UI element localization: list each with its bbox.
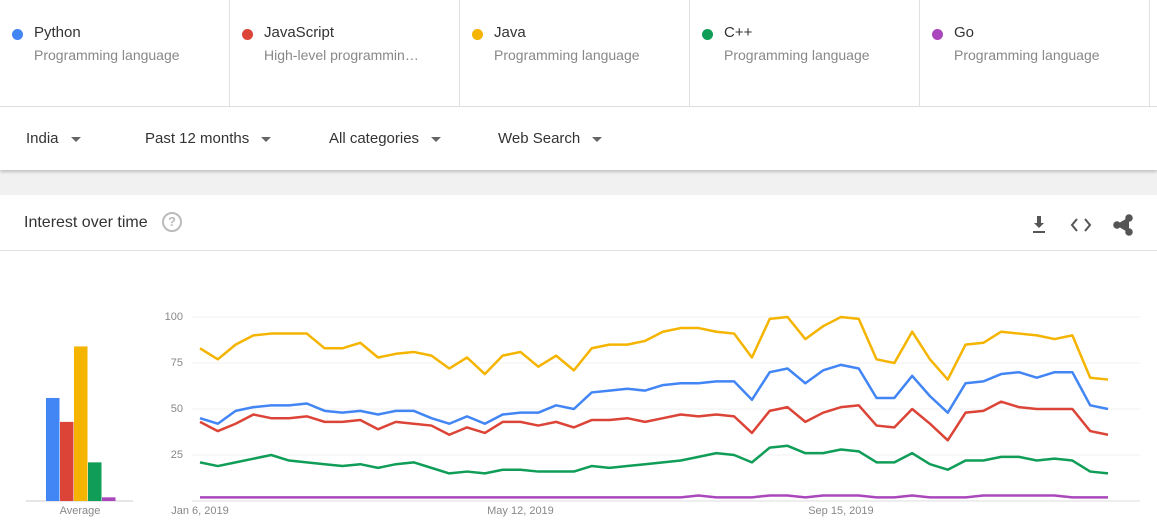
filter-dropdown[interactable]: All categories (329, 130, 442, 147)
series-line (200, 494, 1108, 499)
x-tick-label: Jan 6, 2019 (171, 505, 229, 517)
term-subtitle: Programming language (34, 47, 180, 63)
term-card[interactable]: Go Programming language (920, 0, 1150, 106)
dropdown-arrow (70, 136, 81, 142)
legend-label: Python (34, 24, 81, 41)
filter-dropdown[interactable]: India (26, 130, 81, 147)
filter-label: Web Search (498, 130, 581, 147)
terms-row: Python Programming language JavaScript High… (0, 0, 1157, 107)
filter-dropdown[interactable]: Web Search (498, 130, 603, 147)
average-bar (46, 397, 60, 501)
series-line (199, 400, 1109, 442)
y-tick-label: 50 (171, 403, 183, 415)
series-line (199, 444, 1109, 475)
y-tick-label: 75 (171, 357, 183, 369)
dropdown-arrow (592, 136, 603, 142)
average-bar (60, 421, 74, 501)
legend-label: C++ (724, 24, 753, 41)
filters-row: India Past 12 months All categories Web Sea… (0, 107, 1157, 170)
term-card[interactable]: Python Programming language (0, 0, 230, 106)
legend-dot (12, 29, 23, 40)
term-subtitle: Programming language (954, 47, 1100, 63)
legend-dot (932, 29, 943, 40)
average-label: Average (60, 505, 101, 517)
legend-label: JavaScript (264, 24, 335, 41)
average-bar (74, 346, 88, 501)
legend-dot (702, 29, 713, 40)
chart: 25 50 75 100 Jan 6, 2019 May 12, 2019 Sep 15, … (26, 311, 1140, 517)
filter-label: All categories (329, 130, 420, 147)
card-actions (1033, 214, 1133, 236)
card-title: Interest over time (24, 214, 148, 231)
term-card[interactable]: JavaScript High-level programmin… (230, 0, 460, 106)
term-subtitle: Programming language (724, 47, 870, 63)
term-subtitle: Programming language (494, 47, 640, 63)
legend-dot (242, 29, 253, 40)
term-subtitle: High-level programmin… (264, 47, 419, 63)
series-line (199, 363, 1109, 425)
legend-label: Java (494, 24, 526, 41)
average-bar (102, 497, 116, 501)
x-tick-label: Sep 15, 2019 (808, 505, 873, 517)
dropdown-arrow (431, 136, 442, 142)
share-icon[interactable] (1113, 214, 1133, 236)
embed-icon[interactable] (1070, 218, 1092, 232)
x-tick-label: May 12, 2019 (487, 505, 554, 517)
dropdown-arrow (261, 136, 272, 142)
download-icon[interactable] (1033, 216, 1045, 233)
legend-dot (472, 29, 483, 40)
filter-label: Past 12 months (145, 130, 250, 147)
separator (0, 250, 1157, 251)
filter-label: India (26, 130, 59, 147)
filter-dropdown[interactable]: Past 12 months (145, 130, 272, 147)
average-bar (88, 462, 102, 501)
y-tick-label: 25 (171, 449, 183, 461)
y-tick-label: 100 (165, 311, 183, 323)
series-line (199, 315, 1109, 381)
term-card[interactable]: C++ Programming language (690, 0, 920, 106)
term-card[interactable]: Java Programming language (460, 0, 690, 106)
legend-label: Go (954, 24, 975, 41)
help-icon[interactable]: ? (162, 212, 182, 232)
